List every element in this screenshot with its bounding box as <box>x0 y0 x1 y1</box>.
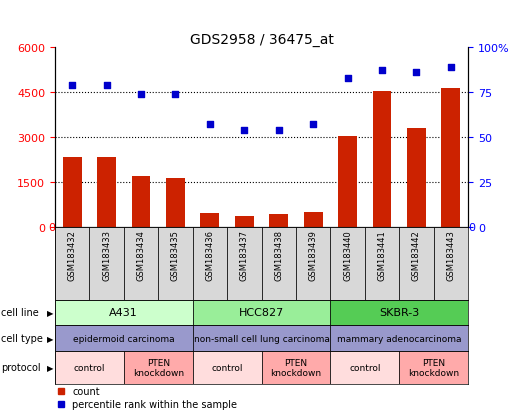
Bar <box>63 157 82 228</box>
Bar <box>262 351 331 384</box>
Bar <box>434 228 468 300</box>
Text: GSM183443: GSM183443 <box>446 230 456 280</box>
Text: ▶: ▶ <box>47 334 53 343</box>
Text: control: control <box>74 363 105 372</box>
Bar <box>399 228 434 300</box>
Point <box>447 64 455 71</box>
Bar <box>262 228 296 300</box>
Text: GSM183434: GSM183434 <box>137 230 145 280</box>
Text: GSM183435: GSM183435 <box>171 230 180 280</box>
Text: GSM183437: GSM183437 <box>240 230 249 280</box>
Bar <box>331 300 468 325</box>
Text: mammary adenocarcinoma: mammary adenocarcinoma <box>337 334 461 343</box>
Bar <box>55 351 124 384</box>
Bar <box>331 325 468 351</box>
Point <box>412 70 420 76</box>
Point <box>137 91 145 98</box>
Bar <box>192 351 262 384</box>
Bar <box>55 300 192 325</box>
Bar <box>296 228 331 300</box>
Bar <box>124 351 192 384</box>
Text: SKBR-3: SKBR-3 <box>379 308 419 318</box>
Text: 0: 0 <box>468 223 475 233</box>
Bar <box>441 88 460 228</box>
Text: non-small cell lung carcinoma: non-small cell lung carcinoma <box>194 334 329 343</box>
Text: 0: 0 <box>48 223 55 233</box>
Text: GSM183433: GSM183433 <box>102 230 111 280</box>
Bar <box>331 228 365 300</box>
Bar <box>407 129 426 228</box>
Point <box>344 75 352 82</box>
Text: count: count <box>72 386 100 396</box>
Bar <box>331 351 399 384</box>
Bar <box>192 300 331 325</box>
Title: GDS2958 / 36475_at: GDS2958 / 36475_at <box>189 33 334 47</box>
Text: ▶: ▶ <box>47 308 53 317</box>
Text: cell line: cell line <box>1 308 39 318</box>
Text: GSM183438: GSM183438 <box>274 230 283 280</box>
Bar <box>399 351 468 384</box>
Text: PTEN
knockdown: PTEN knockdown <box>270 358 322 377</box>
Point <box>206 122 214 128</box>
Point <box>171 91 179 98</box>
Text: epidermoid carcinoma: epidermoid carcinoma <box>73 334 175 343</box>
Bar <box>192 325 331 351</box>
Bar <box>131 177 151 228</box>
Bar <box>338 136 357 228</box>
Bar <box>55 228 89 300</box>
Bar <box>89 228 124 300</box>
Bar <box>200 213 219 228</box>
Point <box>240 127 248 134</box>
Text: control: control <box>211 363 243 372</box>
Text: GSM183441: GSM183441 <box>378 230 386 280</box>
Point <box>68 82 76 89</box>
Bar <box>304 212 323 228</box>
Point <box>378 68 386 75</box>
Point <box>275 127 283 134</box>
Text: HCC827: HCC827 <box>239 308 284 318</box>
Bar <box>158 228 192 300</box>
Point <box>103 82 111 89</box>
Bar <box>192 228 227 300</box>
Text: GSM183432: GSM183432 <box>67 230 77 280</box>
Text: protocol: protocol <box>1 363 41 373</box>
Text: A431: A431 <box>109 308 138 318</box>
Point <box>309 122 317 128</box>
Bar <box>372 91 392 228</box>
Bar <box>97 157 116 228</box>
Text: GSM183439: GSM183439 <box>309 230 317 280</box>
Text: PTEN
knockdown: PTEN knockdown <box>408 358 459 377</box>
Bar <box>269 215 288 228</box>
Bar <box>235 216 254 228</box>
Text: GSM183436: GSM183436 <box>206 230 214 280</box>
Text: GSM183442: GSM183442 <box>412 230 421 280</box>
Text: percentile rank within the sample: percentile rank within the sample <box>72 399 237 409</box>
Bar <box>55 325 192 351</box>
Text: control: control <box>349 363 381 372</box>
Text: cell type: cell type <box>1 333 43 343</box>
Text: ▶: ▶ <box>47 363 53 372</box>
Text: PTEN
knockdown: PTEN knockdown <box>133 358 184 377</box>
Bar <box>124 228 158 300</box>
Bar <box>227 228 262 300</box>
Text: GSM183440: GSM183440 <box>343 230 352 280</box>
Bar <box>365 228 399 300</box>
Bar <box>166 178 185 228</box>
